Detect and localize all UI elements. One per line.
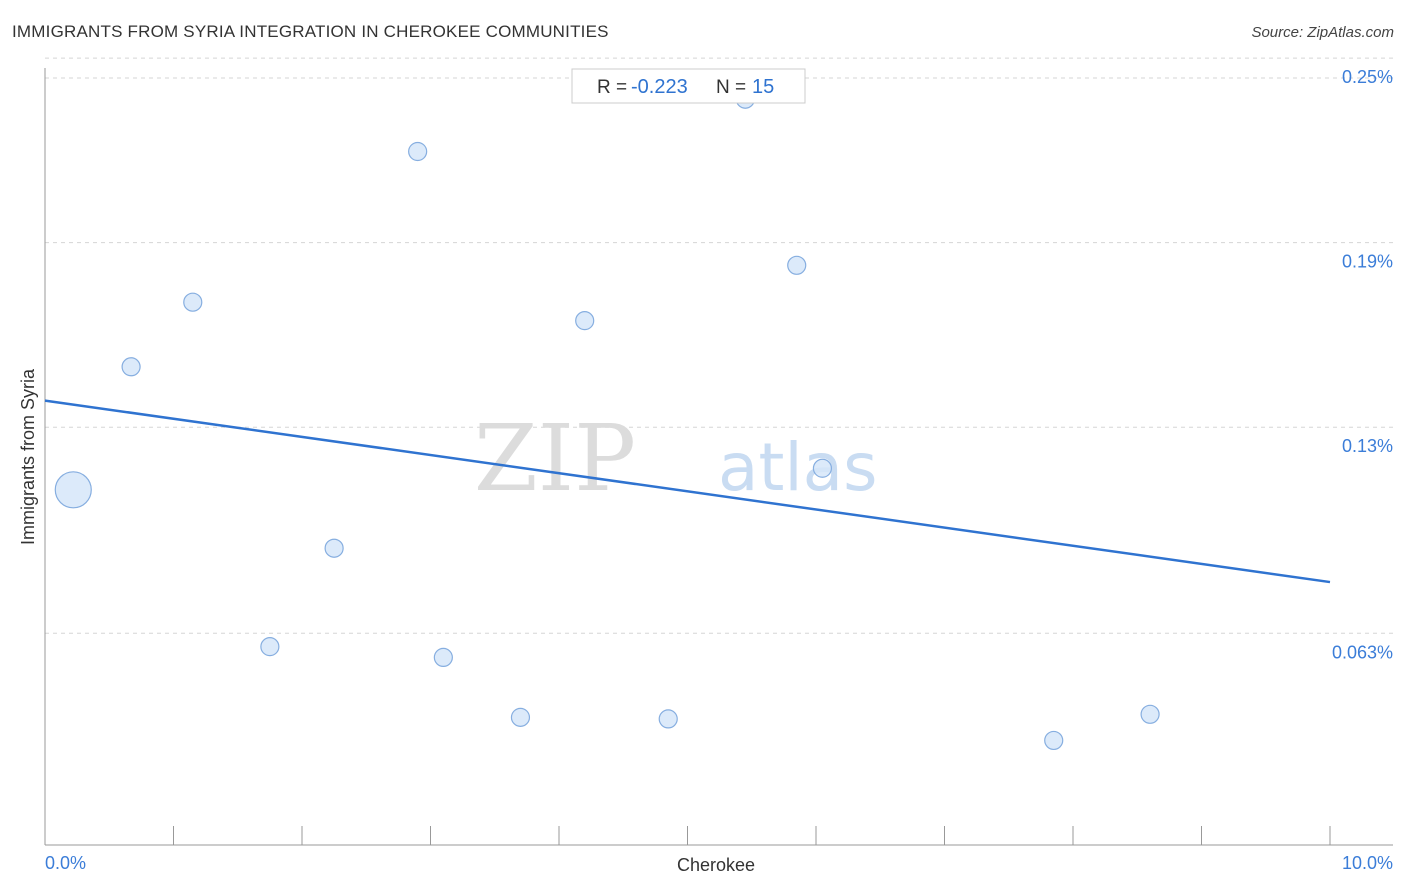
- axis-labels: 0.25% 0.19% 0.13% 0.063% 0.0% 10.0% Cherokee Im…: [18, 67, 1393, 875]
- data-point-7: [510, 707, 531, 727]
- data-point-3: [260, 637, 280, 657]
- data-point-0: [54, 471, 92, 509]
- trendline-layer: [44, 399, 1331, 584]
- data-points: [54, 89, 1160, 751]
- x-axis-title: Cherokee: [677, 855, 755, 875]
- chart-title: IMMIGRANTS FROM SYRIA INTEGRATION IN CHE…: [12, 22, 609, 41]
- n-label: N =: [716, 77, 746, 98]
- gridlines: [45, 57, 1393, 634]
- watermark-atlas: atlas: [718, 429, 878, 506]
- y-axis-title: Immigrants from Syria: [18, 368, 38, 545]
- data-point-11: [787, 255, 807, 275]
- y-tick-label-0: 0.25%: [1342, 67, 1393, 87]
- x-tick-label-max: 10.0%: [1342, 853, 1393, 873]
- r-value: -0.223: [631, 76, 688, 98]
- data-point-6: [433, 647, 453, 668]
- data-point-12: [812, 458, 833, 478]
- watermark: ZIP atlas: [474, 405, 878, 512]
- data-point-8: [575, 311, 595, 331]
- data-point-5: [408, 141, 428, 162]
- watermark-zip: ZIP: [474, 405, 636, 512]
- x-tick-label-min: 0.0%: [45, 853, 86, 873]
- y-tick-label-2: 0.13%: [1342, 436, 1393, 456]
- data-point-1: [121, 357, 141, 377]
- stats-box: R = -0.223 N = 15: [571, 68, 806, 104]
- n-value: 15: [752, 76, 774, 98]
- data-point-13: [1044, 730, 1064, 751]
- source-credit: Source: ZipAtlas.com: [1251, 24, 1394, 41]
- y-tick-label-3: 0.063%: [1332, 642, 1393, 662]
- data-point-9: [658, 709, 678, 729]
- trendline: [44, 399, 1331, 584]
- y-tick-label-1: 0.19%: [1342, 252, 1393, 272]
- data-point-2: [183, 292, 203, 312]
- data-point-14: [1140, 704, 1160, 724]
- r-label: R =: [597, 77, 627, 98]
- data-point-4: [324, 538, 344, 558]
- stats-box-frame: [571, 68, 806, 104]
- axes: [44, 68, 1393, 846]
